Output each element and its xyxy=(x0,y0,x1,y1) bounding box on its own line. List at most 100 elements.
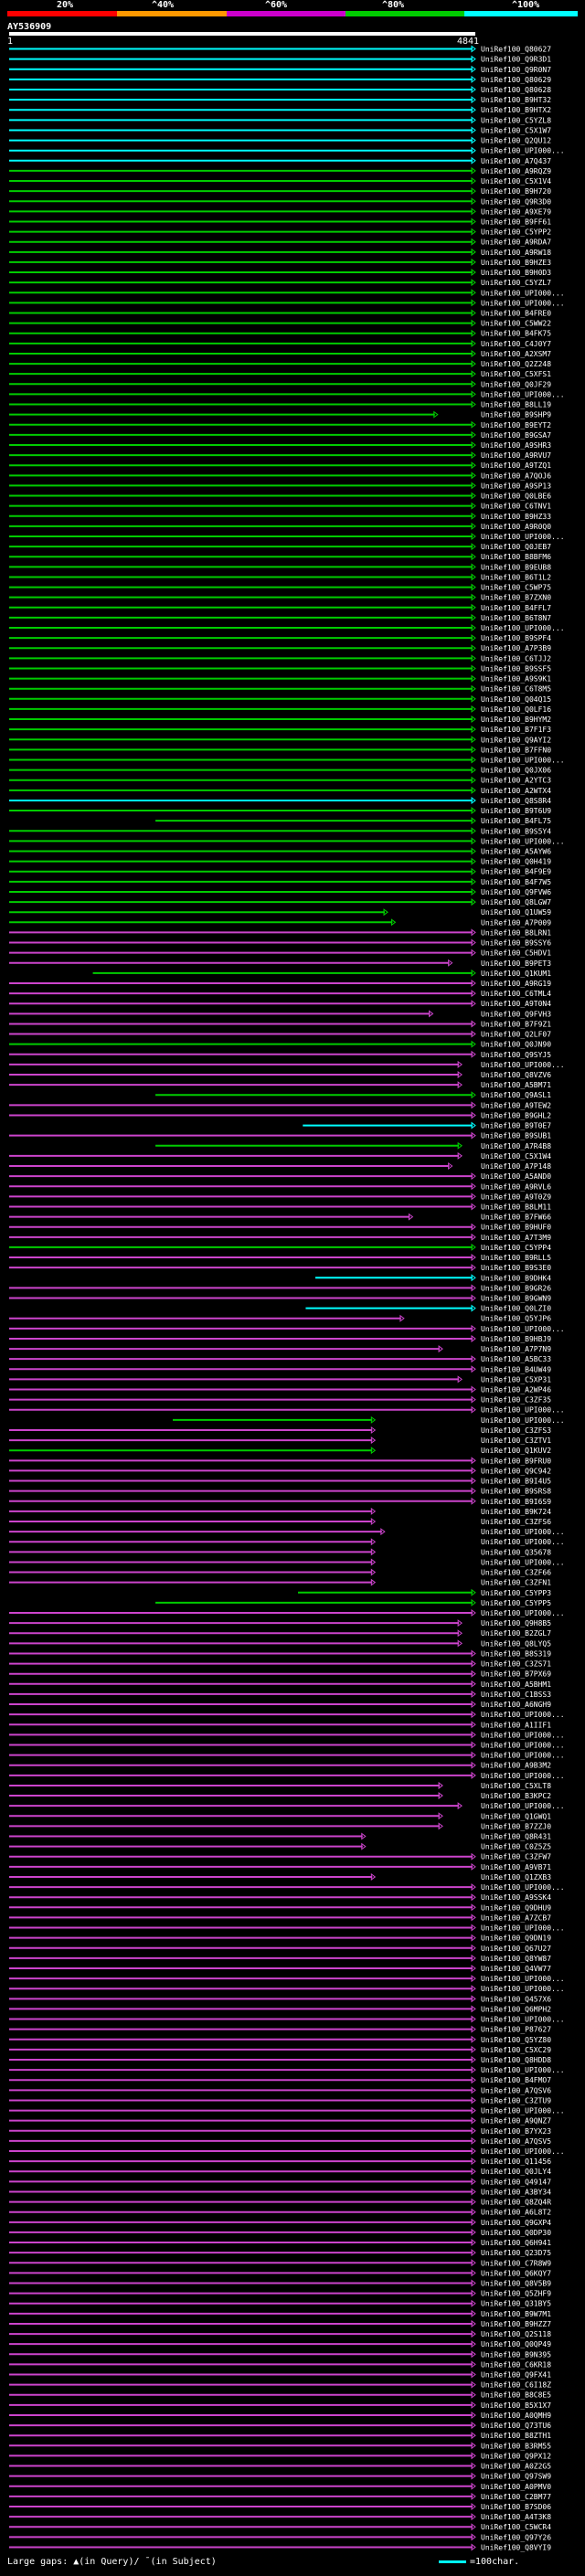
hit-row[interactable]: UniRef100_B4FL75 xyxy=(155,817,551,825)
hit-row[interactable]: UniRef100_UPI000... xyxy=(9,2106,565,2115)
hit-label[interactable]: UniRef100_C3ZF66 xyxy=(481,1569,551,1577)
hit-label[interactable]: UniRef100_UPI000... xyxy=(481,147,565,155)
hit-label[interactable]: UniRef100_B9HZZ7 xyxy=(481,2320,551,2328)
hit-label[interactable]: UniRef100_C5WW22 xyxy=(481,320,551,328)
hit-row[interactable]: UniRef100_B5X1X7 xyxy=(9,2401,551,2410)
hit-label[interactable]: UniRef100_Q8ZQ4R xyxy=(481,2199,551,2207)
hit-row[interactable]: UniRef100_C6TJJ2 xyxy=(9,654,551,663)
hit-row[interactable]: UniRef100_A2WP46 xyxy=(9,1385,551,1394)
hit-label[interactable]: UniRef100_C6KR18 xyxy=(481,2360,551,2369)
hit-row[interactable]: UniRef100_Q9H8B5 xyxy=(9,1619,551,1627)
hit-row[interactable]: UniRef100_C3ZFN1 xyxy=(9,1578,551,1587)
hit-label[interactable]: UniRef100_UPI000... xyxy=(481,2147,565,2156)
hit-row[interactable]: UniRef100_A6L8T2 xyxy=(9,2208,551,2217)
hit-label[interactable]: UniRef100_C5YPP2 xyxy=(481,228,551,237)
hit-row[interactable]: UniRef100_UPI000... xyxy=(173,1415,565,1425)
hit-label[interactable]: UniRef100_UPI000... xyxy=(481,1985,565,1993)
hit-label[interactable]: UniRef100_UPI000... xyxy=(481,2016,565,2024)
hit-row[interactable]: UniRef100_A7P148 xyxy=(9,1162,551,1171)
hit-label[interactable]: UniRef100_B9N395 xyxy=(481,2350,551,2359)
hit-label[interactable]: UniRef100_UPI000... xyxy=(481,1406,565,1415)
hit-label[interactable]: UniRef100_Q9SYJ5 xyxy=(481,1051,551,1059)
hit-label[interactable]: UniRef100_A9RG19 xyxy=(481,980,551,988)
hit-label[interactable]: UniRef100_A7T3M9 xyxy=(481,1234,551,1242)
hit-row[interactable]: UniRef100_A7R4B8 xyxy=(155,1141,551,1150)
hit-row[interactable]: UniRef100_A2WTX4 xyxy=(9,786,551,795)
hit-row[interactable]: UniRef100_B4FFL7 xyxy=(9,603,551,612)
hit-label[interactable]: UniRef100_Q8VZV6 xyxy=(481,1071,551,1079)
hit-row[interactable]: UniRef100_B9HBJ9 xyxy=(9,1334,551,1343)
hit-row[interactable]: UniRef100_B9DHK4 xyxy=(314,1274,551,1282)
hit-row[interactable]: UniRef100_Q8VYI9 xyxy=(9,2543,551,2551)
hit-label[interactable]: UniRef100_B9SPF4 xyxy=(481,634,551,642)
hit-row[interactable]: UniRef100_C3ZS71 xyxy=(9,1659,551,1669)
hit-label[interactable]: UniRef100_B4F7W5 xyxy=(481,878,551,886)
hit-row[interactable]: UniRef100_A7P009 xyxy=(9,918,551,927)
hit-row[interactable]: UniRef100_Q9FVW6 xyxy=(9,887,551,896)
hit-label[interactable]: UniRef100_Q9GXP4 xyxy=(481,2219,551,2227)
hit-row[interactable]: UniRef100_B4FMO7 xyxy=(9,2076,551,2084)
hit-row[interactable]: UniRef100_Q9FX41 xyxy=(9,2370,551,2380)
hit-label[interactable]: UniRef100_Q0JEB7 xyxy=(481,543,551,551)
hit-row[interactable]: UniRef100_UPI000... xyxy=(9,1711,565,1719)
hit-row[interactable]: UniRef100_B8LL19 xyxy=(9,400,551,409)
hit-label[interactable]: UniRef100_B9GHL2 xyxy=(481,1111,551,1119)
hit-row[interactable]: UniRef100_UPI000... xyxy=(9,624,565,632)
hit-row[interactable]: UniRef100_B9RLL5 xyxy=(9,1254,551,1262)
hit-row[interactable]: UniRef100_Q9R3D0 xyxy=(9,197,551,206)
hit-row[interactable]: UniRef100_Q9C942 xyxy=(9,1467,551,1475)
hit-label[interactable]: UniRef100_Q9PX12 xyxy=(481,2452,551,2460)
hit-row[interactable]: UniRef100_B9T0E7 xyxy=(303,1121,551,1130)
hit-row[interactable]: UniRef100_UPI000... xyxy=(9,1751,565,1760)
hit-label[interactable]: UniRef100_Q67U27 xyxy=(481,1945,551,1953)
hit-label[interactable]: UniRef100_C3ZF35 xyxy=(481,1396,551,1405)
hit-label[interactable]: UniRef100_B9RLL5 xyxy=(481,1254,551,1262)
hit-row[interactable]: UniRef100_UPI000... xyxy=(9,1558,565,1566)
hit-label[interactable]: UniRef100_Q1KUV2 xyxy=(481,1447,551,1455)
hit-row[interactable]: UniRef100_Q9R3D1 xyxy=(9,55,551,64)
hit-label[interactable]: UniRef100_A6NGH9 xyxy=(481,1701,551,1709)
hit-label[interactable]: UniRef100_Q9R3D0 xyxy=(481,197,551,206)
hit-label[interactable]: UniRef100_UPI000... xyxy=(481,1558,565,1566)
hit-row[interactable]: UniRef100_Q0LZI0 xyxy=(305,1304,551,1313)
hit-label[interactable]: UniRef100_Q0H419 xyxy=(481,858,551,866)
hit-label[interactable]: UniRef100_A9RVL6 xyxy=(481,1182,551,1191)
hit-label[interactable]: UniRef100_A9QNZ7 xyxy=(481,2117,551,2125)
hit-label[interactable]: UniRef100_UPI000... xyxy=(481,1528,565,1536)
hit-label[interactable]: UniRef100_Q80628 xyxy=(481,86,551,94)
hit-label[interactable]: UniRef100_B9DHK4 xyxy=(481,1274,551,1282)
hit-row[interactable]: UniRef100_B9GHL2 xyxy=(9,1111,551,1119)
hit-row[interactable]: UniRef100_A9RVU7 xyxy=(9,451,551,460)
hit-row[interactable]: UniRef100_B2ZGL7 xyxy=(9,1629,551,1638)
hit-label[interactable]: UniRef100_B9SSF5 xyxy=(481,664,551,673)
hit-label[interactable]: UniRef100_B9GR26 xyxy=(481,1284,551,1292)
hit-label[interactable]: UniRef100_C5XP31 xyxy=(481,1375,551,1383)
hit-label[interactable]: UniRef100_A3BY34 xyxy=(481,2188,551,2196)
hit-row[interactable]: UniRef100_B9HZ33 xyxy=(9,512,551,521)
hit-row[interactable]: UniRef100_A7T3M9 xyxy=(9,1233,551,1242)
hit-row[interactable]: UniRef100_Q80627 xyxy=(9,46,551,54)
hit-label[interactable]: UniRef100_UPI000... xyxy=(481,1924,565,1933)
hit-row[interactable]: UniRef100_Q80629 xyxy=(9,76,551,84)
hit-label[interactable]: UniRef100_Q31BY5 xyxy=(481,2300,551,2308)
hit-label[interactable]: UniRef100_UPI000... xyxy=(481,1325,565,1333)
hit-label[interactable]: UniRef100_A0Z2G5 xyxy=(481,2463,551,2471)
hit-row[interactable]: UniRef100_Q11456 xyxy=(9,2157,551,2166)
hit-label[interactable]: UniRef100_UPI000... xyxy=(481,1772,565,1780)
hit-label[interactable]: UniRef100_Q0JX06 xyxy=(481,767,551,775)
hit-row[interactable]: UniRef100_UPI000... xyxy=(9,289,565,297)
hit-row[interactable]: UniRef100_UPI000... xyxy=(9,1802,565,1810)
hit-label[interactable]: UniRef100_Q9FX41 xyxy=(481,2371,551,2380)
hit-row[interactable]: UniRef100_B9T6U9 xyxy=(9,807,551,815)
hit-label[interactable]: UniRef100_C6T8M5 xyxy=(481,685,551,694)
hit-label[interactable]: UniRef100_C5YZL7 xyxy=(481,279,551,287)
hit-row[interactable]: UniRef100_Q80628 xyxy=(9,86,551,94)
hit-row[interactable]: UniRef100_A7QSV5 xyxy=(9,2136,551,2146)
hit-label[interactable]: UniRef100_UPI000... xyxy=(481,1538,565,1546)
hit-label[interactable]: UniRef100_B9T6U9 xyxy=(481,807,551,815)
hit-label[interactable]: UniRef100_B9EUB8 xyxy=(481,563,551,571)
hit-label[interactable]: UniRef100_Q8R431 xyxy=(481,1833,551,1841)
hit-label[interactable]: UniRef100_C5YZL8 xyxy=(481,116,551,124)
hit-row[interactable]: UniRef100_B9SUB1 xyxy=(9,1131,551,1140)
hit-row[interactable]: UniRef100_C5YPP5 xyxy=(155,1598,551,1607)
